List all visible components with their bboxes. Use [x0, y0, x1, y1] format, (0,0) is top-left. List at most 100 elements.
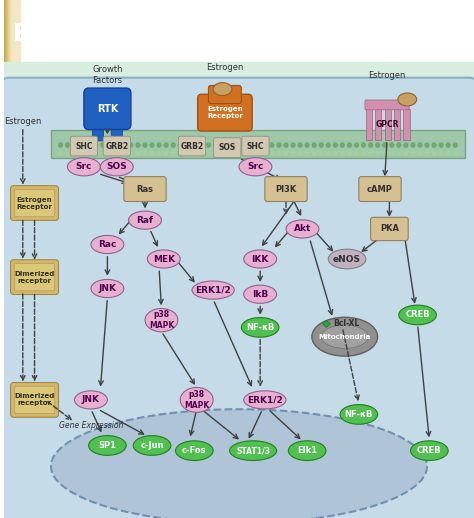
Text: c-Jun: c-Jun	[140, 441, 164, 450]
Text: Dimerized
receptor: Dimerized receptor	[14, 393, 55, 407]
Bar	[10, 0, 18, 62]
Circle shape	[87, 151, 91, 155]
Ellipse shape	[89, 436, 126, 455]
Ellipse shape	[213, 83, 232, 96]
Circle shape	[263, 143, 267, 147]
Text: ERK1/2: ERK1/2	[195, 285, 231, 295]
Text: p38
MAPK: p38 MAPK	[184, 390, 210, 410]
Ellipse shape	[340, 405, 378, 424]
Circle shape	[129, 151, 133, 155]
Bar	[10, 0, 18, 62]
Circle shape	[334, 143, 337, 147]
Circle shape	[383, 151, 387, 155]
Text: Estrogen: Estrogen	[4, 117, 42, 126]
Text: SOS: SOS	[219, 143, 236, 152]
Circle shape	[122, 151, 126, 155]
Text: SHC: SHC	[246, 141, 264, 151]
FancyBboxPatch shape	[84, 88, 131, 130]
Circle shape	[439, 151, 443, 155]
Circle shape	[80, 143, 83, 147]
Bar	[8, 0, 16, 62]
FancyBboxPatch shape	[10, 260, 58, 295]
Circle shape	[249, 151, 253, 155]
Text: Akt: Akt	[294, 224, 311, 234]
Circle shape	[214, 143, 218, 147]
Circle shape	[192, 143, 196, 147]
Ellipse shape	[91, 235, 124, 254]
Circle shape	[207, 143, 210, 147]
Circle shape	[242, 143, 246, 147]
Ellipse shape	[328, 249, 366, 269]
Circle shape	[200, 143, 203, 147]
Bar	[6, 0, 14, 62]
Circle shape	[87, 143, 91, 147]
Bar	[8, 0, 16, 62]
Circle shape	[157, 151, 161, 155]
Circle shape	[256, 151, 260, 155]
Circle shape	[305, 143, 309, 147]
Text: Estrogen Signalling: Estrogen Signalling	[13, 22, 289, 46]
Circle shape	[439, 143, 443, 147]
Ellipse shape	[145, 309, 178, 332]
Ellipse shape	[410, 441, 448, 461]
FancyBboxPatch shape	[14, 264, 55, 291]
Circle shape	[319, 143, 323, 147]
Circle shape	[376, 151, 380, 155]
Circle shape	[235, 151, 238, 155]
Bar	[51, 130, 465, 158]
Circle shape	[157, 143, 161, 147]
Circle shape	[355, 151, 358, 155]
Circle shape	[136, 151, 140, 155]
FancyBboxPatch shape	[178, 136, 206, 156]
Circle shape	[397, 143, 401, 147]
Bar	[7, 0, 15, 62]
Circle shape	[355, 143, 358, 147]
Circle shape	[334, 151, 337, 155]
Circle shape	[185, 151, 189, 155]
Circle shape	[291, 143, 295, 147]
Circle shape	[221, 151, 224, 155]
Circle shape	[298, 143, 302, 147]
Bar	[10, 0, 18, 62]
Circle shape	[58, 151, 62, 155]
Bar	[9, 0, 17, 62]
Ellipse shape	[229, 441, 277, 461]
Bar	[4, 62, 474, 518]
Circle shape	[411, 143, 415, 147]
Circle shape	[327, 143, 330, 147]
Bar	[11, 0, 19, 62]
Bar	[6, 0, 14, 62]
Circle shape	[284, 143, 288, 147]
Text: Rac: Rac	[98, 240, 117, 249]
Bar	[11, 0, 19, 62]
FancyBboxPatch shape	[198, 94, 252, 131]
Text: Raf: Raf	[137, 215, 154, 225]
Circle shape	[171, 151, 175, 155]
Text: Estrogen
Receptor: Estrogen Receptor	[207, 106, 243, 119]
Circle shape	[347, 143, 351, 147]
Circle shape	[347, 151, 351, 155]
Ellipse shape	[128, 211, 162, 229]
Circle shape	[101, 143, 105, 147]
Circle shape	[129, 143, 133, 147]
Bar	[11, 0, 19, 62]
Circle shape	[270, 143, 274, 147]
Bar	[9, 0, 17, 62]
Circle shape	[108, 151, 111, 155]
Circle shape	[101, 151, 105, 155]
Circle shape	[319, 151, 323, 155]
FancyBboxPatch shape	[0, 78, 474, 518]
Text: IKK: IKK	[252, 254, 269, 264]
Bar	[7, 0, 14, 62]
Text: Bcl-XL: Bcl-XL	[333, 319, 359, 328]
Circle shape	[277, 151, 281, 155]
Bar	[5, 0, 13, 62]
FancyBboxPatch shape	[10, 186, 58, 221]
Text: c-Fos: c-Fos	[182, 446, 207, 455]
Text: GRB2: GRB2	[105, 141, 128, 151]
Circle shape	[277, 143, 281, 147]
Bar	[9, 0, 18, 62]
Text: SP1: SP1	[99, 441, 117, 450]
Bar	[9, 0, 17, 62]
Text: Elk1: Elk1	[297, 446, 317, 455]
